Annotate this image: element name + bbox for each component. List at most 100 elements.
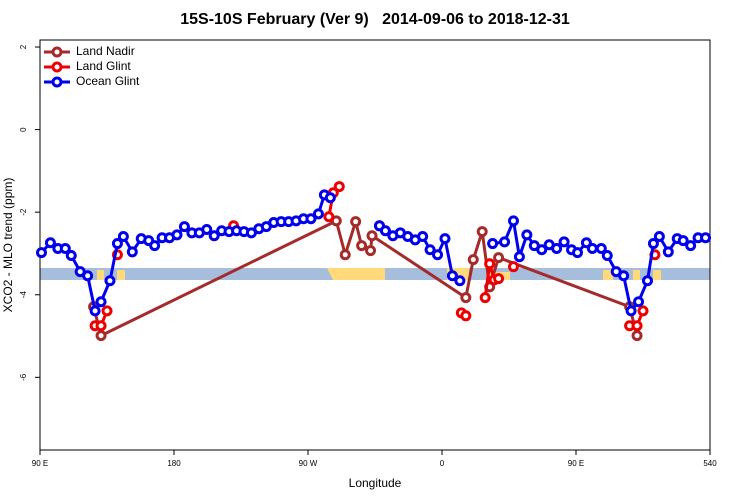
data-point: [432, 249, 444, 261]
data-point: [484, 258, 496, 270]
data-point: [476, 226, 488, 238]
data-point: [507, 215, 519, 227]
data-point: [487, 238, 499, 250]
data-point: [647, 238, 659, 250]
data-point: [65, 250, 77, 262]
data-point: [499, 236, 511, 248]
data-point: [618, 270, 630, 282]
series-line: [95, 187, 655, 326]
data-point: [417, 231, 429, 243]
data-point: [571, 247, 583, 259]
data-point: [101, 305, 113, 317]
data-point: [333, 181, 345, 193]
data-point: [685, 240, 697, 252]
data-point: [44, 237, 56, 249]
land-band: [117, 270, 125, 280]
y-tick-label: 2: [19, 44, 28, 49]
plot-frame: [39, 39, 711, 451]
surface-strip: [40, 268, 710, 280]
data-point: [601, 250, 613, 262]
legend-label: Land Nadir: [76, 44, 135, 58]
data-point: [595, 243, 607, 255]
land-band: [653, 270, 661, 280]
legend-marker: [51, 46, 63, 58]
data-point: [493, 252, 505, 264]
data-point: [507, 261, 519, 273]
land-band: [97, 270, 104, 280]
data-point: [662, 246, 674, 258]
data-point: [467, 254, 479, 266]
data-point: [339, 249, 351, 261]
x-tick-label: 90 E: [568, 459, 584, 468]
data-point: [126, 246, 138, 258]
x-tick-label: 540: [703, 459, 717, 468]
data-point: [350, 216, 362, 228]
data-point: [479, 292, 491, 304]
x-tick-label: 0: [440, 459, 445, 468]
data-point: [551, 243, 563, 255]
data-point: [558, 236, 570, 248]
data-point: [171, 229, 183, 241]
data-point: [631, 330, 643, 342]
x-tick-label: 90 W: [299, 459, 318, 468]
data-point: [424, 244, 436, 256]
data-point: [35, 247, 47, 259]
data-point: [653, 231, 665, 243]
x-axis-label: Longitude: [349, 476, 402, 490]
data-point: [82, 270, 94, 282]
legend-label: Ocean Glint: [76, 74, 140, 88]
data-point: [324, 192, 336, 204]
data-point: [59, 243, 71, 255]
data-point: [700, 232, 712, 244]
data-point: [513, 251, 525, 263]
x-tick-label: 90 E: [32, 459, 48, 468]
data-point: [637, 305, 649, 317]
data-point: [95, 330, 107, 342]
data-point: [95, 296, 107, 308]
data-point: [104, 275, 116, 287]
y-axis-label: XCO2 - MLO trend (ppm): [1, 178, 15, 313]
y-tick-label: -4: [19, 291, 28, 299]
y-tick-label: 0: [19, 127, 28, 132]
data-point: [178, 221, 190, 233]
data-point: [149, 240, 161, 252]
data-point: [312, 208, 324, 220]
data-point: [625, 305, 637, 317]
data-point: [356, 240, 368, 252]
data-point: [460, 310, 472, 322]
data-point: [633, 296, 645, 308]
y-tick-label: -6: [19, 373, 28, 381]
y-tick-label: -2: [19, 208, 28, 216]
data-point: [460, 292, 472, 304]
data-point: [521, 229, 533, 241]
legend-label: Land Glint: [76, 59, 131, 73]
data-point: [323, 211, 335, 223]
data-point: [439, 233, 451, 245]
data-point: [454, 275, 466, 287]
data-point: [365, 245, 377, 257]
legend-marker: [51, 61, 63, 73]
data-point: [379, 225, 391, 237]
land-band: [633, 270, 640, 280]
chart-title: 15S-10S February (Ver 9) 2014-09-06 to 2…: [180, 11, 570, 28]
land-band: [327, 268, 385, 280]
data-point: [677, 235, 689, 247]
data-point: [95, 320, 107, 332]
land-band: [603, 270, 613, 280]
data-point: [493, 273, 505, 285]
data-point: [208, 230, 220, 242]
data-point: [536, 244, 548, 256]
legend-marker: [51, 76, 63, 88]
data-point: [305, 213, 317, 225]
data-point: [446, 270, 458, 282]
data-point: [641, 275, 653, 287]
data-point: [201, 224, 213, 236]
data-point: [586, 243, 598, 255]
data-point: [89, 305, 101, 317]
data-point: [631, 320, 643, 332]
data-point: [111, 238, 123, 250]
data-point: [117, 231, 129, 243]
data-point: [366, 230, 378, 242]
x-tick-label: 180: [167, 459, 181, 468]
